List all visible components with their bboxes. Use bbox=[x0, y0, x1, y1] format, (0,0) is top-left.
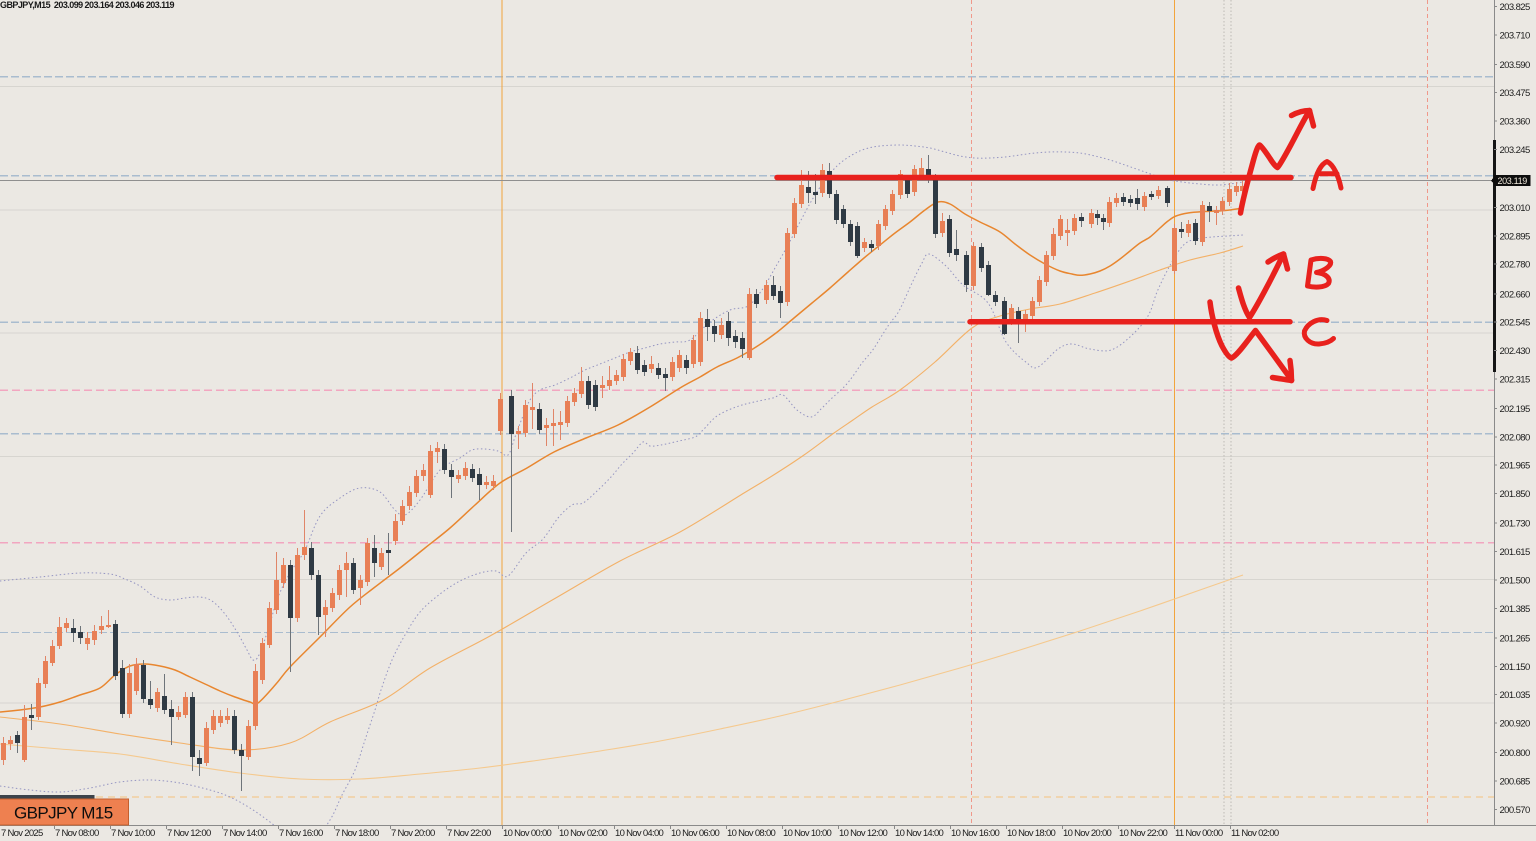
svg-text:10 Nov 16:00: 10 Nov 16:00 bbox=[951, 828, 1000, 839]
svg-text:11 Nov 02:00: 11 Nov 02:00 bbox=[1231, 828, 1279, 839]
svg-text:201.035: 201.035 bbox=[1500, 690, 1530, 701]
svg-text:7 Nov 18:00: 7 Nov 18:00 bbox=[335, 828, 379, 839]
svg-text:200.570: 200.570 bbox=[1500, 805, 1530, 816]
svg-text:202.315: 202.315 bbox=[1500, 374, 1530, 385]
svg-text:201.150: 201.150 bbox=[1500, 662, 1530, 673]
svg-text:200.920: 200.920 bbox=[1500, 719, 1530, 730]
svg-text:203.475: 203.475 bbox=[1500, 88, 1530, 99]
svg-text:7 Nov 22:00: 7 Nov 22:00 bbox=[447, 828, 491, 839]
svg-text:10 Nov 10:00: 10 Nov 10:00 bbox=[783, 828, 832, 839]
svg-text:202.080: 202.080 bbox=[1500, 432, 1530, 443]
svg-text:201.850: 201.850 bbox=[1500, 489, 1530, 500]
svg-text:202.430: 202.430 bbox=[1500, 346, 1530, 357]
svg-text:201.730: 201.730 bbox=[1500, 519, 1530, 530]
svg-text:201.965: 201.965 bbox=[1500, 461, 1530, 472]
svg-text:202.780: 202.780 bbox=[1500, 260, 1530, 271]
svg-text:203.360: 203.360 bbox=[1500, 117, 1530, 128]
svg-text:10 Nov 04:00: 10 Nov 04:00 bbox=[615, 828, 664, 839]
svg-text:202.545: 202.545 bbox=[1500, 318, 1530, 329]
svg-text:202.195: 202.195 bbox=[1500, 404, 1530, 415]
svg-text:7 Nov 10:00: 7 Nov 10:00 bbox=[111, 828, 155, 839]
svg-text:GBPJPY,M15 203.099 203.164 20: GBPJPY,M15 203.099 203.164 203.046 203.1… bbox=[0, 0, 175, 10]
svg-text:7 Nov 20:00: 7 Nov 20:00 bbox=[391, 828, 435, 839]
svg-text:203.590: 203.590 bbox=[1500, 60, 1530, 71]
svg-text:10 Nov 12:00: 10 Nov 12:00 bbox=[839, 828, 888, 839]
svg-text:202.895: 202.895 bbox=[1500, 231, 1530, 242]
svg-text:7 Nov 12:00: 7 Nov 12:00 bbox=[167, 828, 211, 839]
svg-text:10 Nov 00:00: 10 Nov 00:00 bbox=[503, 828, 552, 839]
svg-text:7 Nov 2025: 7 Nov 2025 bbox=[1, 828, 43, 839]
svg-text:200.685: 200.685 bbox=[1500, 777, 1530, 788]
svg-text:200.800: 200.800 bbox=[1500, 748, 1530, 759]
svg-text:201.500: 201.500 bbox=[1500, 576, 1530, 587]
svg-text:201.385: 201.385 bbox=[1500, 604, 1530, 615]
svg-text:202.660: 202.660 bbox=[1500, 289, 1530, 300]
svg-text:7 Nov 08:00: 7 Nov 08:00 bbox=[55, 828, 99, 839]
svg-text:203.010: 203.010 bbox=[1500, 203, 1530, 214]
svg-text:11 Nov 00:00: 11 Nov 00:00 bbox=[1175, 828, 1223, 839]
svg-text:GBPJPY M15: GBPJPY M15 bbox=[14, 804, 113, 823]
svg-text:10 Nov 14:00: 10 Nov 14:00 bbox=[895, 828, 944, 839]
svg-text:203.119: 203.119 bbox=[1498, 176, 1528, 186]
svg-text:203.825: 203.825 bbox=[1500, 2, 1530, 13]
svg-text:201.615: 201.615 bbox=[1500, 547, 1530, 558]
svg-text:201.265: 201.265 bbox=[1500, 633, 1530, 644]
svg-text:203.245: 203.245 bbox=[1500, 145, 1530, 156]
svg-text:10 Nov 08:00: 10 Nov 08:00 bbox=[727, 828, 776, 839]
svg-text:10 Nov 22:00: 10 Nov 22:00 bbox=[1119, 828, 1168, 839]
svg-text:7 Nov 14:00: 7 Nov 14:00 bbox=[223, 828, 267, 839]
svg-text:10 Nov 18:00: 10 Nov 18:00 bbox=[1007, 828, 1056, 839]
svg-text:10 Nov 06:00: 10 Nov 06:00 bbox=[671, 828, 720, 839]
svg-text:7 Nov 16:00: 7 Nov 16:00 bbox=[279, 828, 323, 839]
svg-text:203.710: 203.710 bbox=[1500, 30, 1530, 41]
svg-text:10 Nov 20:00: 10 Nov 20:00 bbox=[1063, 828, 1112, 839]
svg-text:10 Nov 02:00: 10 Nov 02:00 bbox=[559, 828, 608, 839]
